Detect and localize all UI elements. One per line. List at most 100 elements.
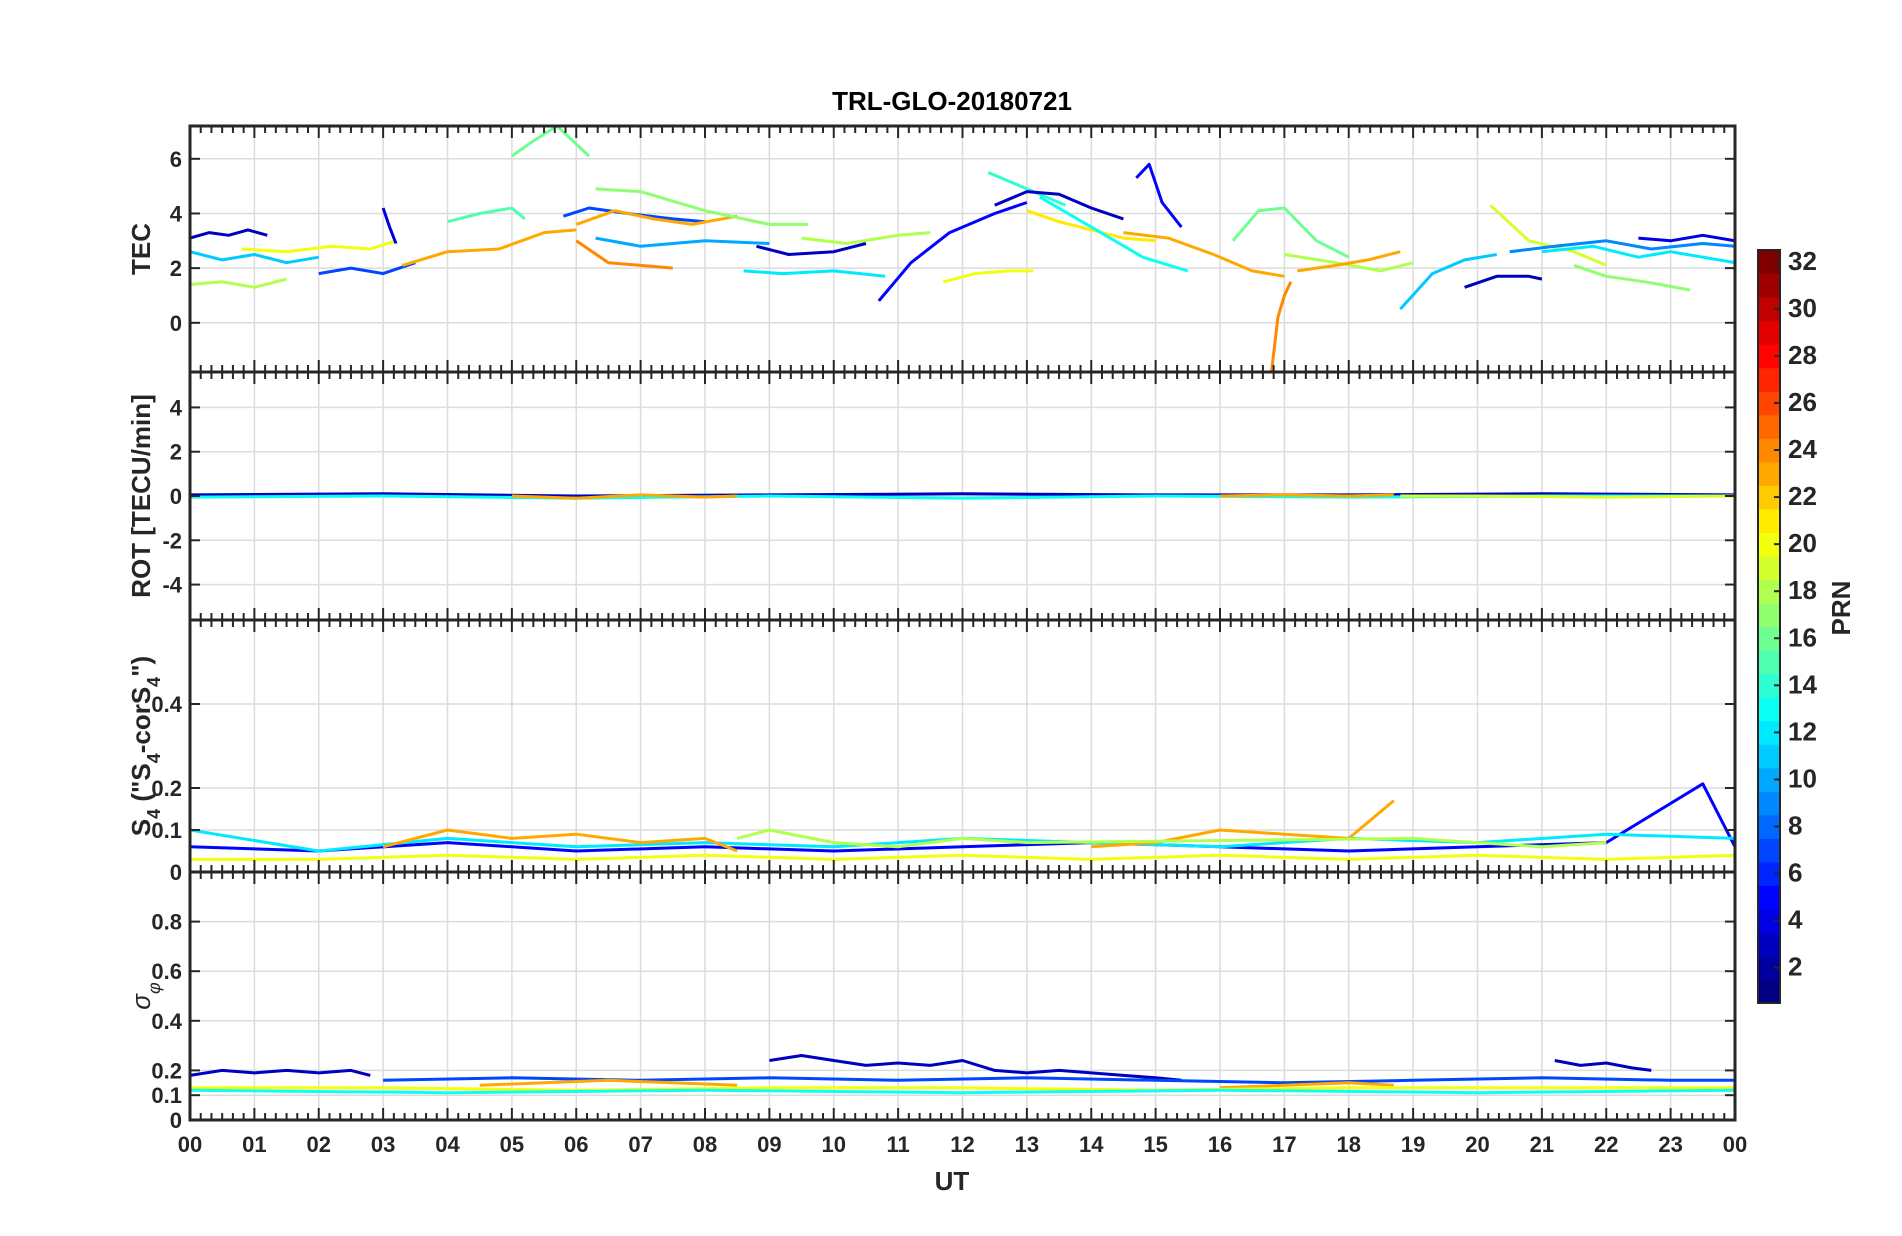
colorbar-tick-label: 2 — [1788, 952, 1802, 982]
x-axis-label: UT — [935, 1166, 970, 1196]
x-tick-label: 09 — [757, 1132, 781, 1157]
y-tick-label: -4 — [162, 573, 182, 598]
x-tick-label: 14 — [1079, 1132, 1104, 1157]
colorbar-tick-label: 6 — [1788, 858, 1802, 888]
colorbar-segment — [1758, 414, 1780, 439]
x-tick-label: 05 — [500, 1132, 524, 1157]
panel-2: -4 -2 0 2 4 ROT [TECU/min] — [126, 370, 1737, 622]
colorbar-tick-label: 8 — [1788, 811, 1802, 841]
colorbar-tick-label: 12 — [1788, 716, 1817, 746]
x-tick-label: 04 — [435, 1132, 460, 1157]
series-line-prn-23 — [575, 209, 738, 226]
colorbar-segment — [1758, 744, 1780, 769]
series-line-prn-10 — [595, 236, 770, 248]
y-axis-label-part: 4 — [144, 677, 164, 687]
colorbar-segment — [1758, 720, 1780, 745]
series-group — [190, 1054, 1735, 1095]
tick-marks — [189, 126, 1736, 372]
series-line-prn-13 — [190, 1088, 1735, 1095]
series-line-prn-12 — [743, 269, 886, 278]
x-tick-label: 10 — [822, 1132, 846, 1157]
y-tick-label: 0.4 — [151, 1009, 182, 1034]
y-tick-label: 0.2 — [151, 776, 182, 801]
series-line-prn-5 — [1135, 162, 1183, 229]
series-line-prn-17 — [1573, 263, 1691, 292]
colorbar-tick-label: 18 — [1788, 575, 1817, 605]
y-tick-label: 4 — [170, 201, 183, 226]
x-tick-label: 17 — [1272, 1132, 1296, 1157]
series-line-prn-12 — [1541, 244, 1735, 265]
grid — [190, 620, 1735, 873]
x-tick-label: 18 — [1337, 1132, 1361, 1157]
x-tick-label: 15 — [1143, 1132, 1167, 1157]
series-line-prn-24 — [575, 239, 673, 270]
colorbar-segment — [1758, 555, 1780, 581]
x-tick-label: 12 — [950, 1132, 974, 1157]
series-line-prn-3 — [1464, 274, 1543, 289]
colorbar-tick-label: 30 — [1788, 293, 1817, 323]
colorbar-segment — [1758, 697, 1780, 722]
series-line-prn-3 — [190, 228, 268, 240]
colorbar-tick-label: 24 — [1788, 434, 1817, 464]
y-axis-label-part: S — [126, 819, 156, 836]
series-line-prn-23 — [479, 1078, 738, 1087]
y-axis-label: S4 ("S4-corS4") — [126, 656, 164, 836]
y-tick-label: 0.4 — [151, 692, 182, 717]
y-tick-label: 0 — [170, 1108, 182, 1133]
series-line-prn-9 — [1509, 239, 1735, 254]
y-axis-label-part: ("S — [126, 763, 156, 809]
colorbar-segment — [1758, 885, 1780, 910]
colorbar-segment — [1758, 391, 1780, 416]
grid — [190, 872, 1735, 1121]
x-tick-label: 13 — [1015, 1132, 1039, 1157]
series-line-prn-24 — [1270, 281, 1293, 372]
colorbar-segment — [1758, 767, 1780, 792]
y-tick-label: 6 — [170, 147, 182, 172]
series-line-prn-23 — [511, 493, 738, 500]
colorbar-segment — [1758, 461, 1780, 486]
x-tick-label: 00 — [1723, 1132, 1747, 1157]
series-line-prn-20 — [190, 853, 1735, 861]
colorbar-segment — [1758, 250, 1780, 275]
colorbar-segment — [1758, 932, 1780, 957]
colorbar-segment — [1758, 532, 1780, 557]
series-line-prn-21 — [1026, 209, 1156, 243]
panel-4: 00.10.2 0.4 0.6 0.8 σφ — [126, 870, 1737, 1133]
y-axis-label: TEC — [126, 223, 156, 275]
y-axis-label: σφ — [126, 982, 164, 1010]
y-axis-label-part: 4 — [144, 753, 164, 763]
y-tick-label: 2 — [170, 440, 182, 465]
y-tick-label: 0 — [170, 484, 182, 509]
series-line-prn-23 — [1219, 493, 1394, 498]
series-line-prn-3 — [190, 492, 1735, 498]
series-line-prn-23 — [1297, 250, 1401, 273]
colorbar-tick-label: 4 — [1788, 905, 1803, 935]
colorbar-segment — [1758, 673, 1780, 698]
x-tick-label: 21 — [1530, 1132, 1554, 1157]
series-line-prn-20 — [190, 1086, 1735, 1092]
y-axis-label-part: σ — [126, 993, 156, 1010]
colorbar-segment — [1758, 508, 1780, 533]
x-tick-label: 22 — [1594, 1132, 1618, 1157]
x-tick-label: 02 — [307, 1132, 331, 1157]
y-axis-label-part: ") — [126, 656, 156, 677]
y-axis-label-part: 4 — [144, 809, 164, 819]
x-tick-label: 07 — [628, 1132, 652, 1157]
y-axis-label: ROT [TECU/min] — [126, 394, 156, 598]
series-line-prn-18 — [801, 231, 931, 245]
grid — [190, 126, 1735, 372]
series-line-prn-20 — [241, 239, 397, 254]
x-tick-label: 06 — [564, 1132, 588, 1157]
y-tick-label: 4 — [170, 395, 183, 420]
y-tick-label: 0 — [170, 860, 182, 885]
series-line-prn-18 — [190, 277, 287, 289]
colorbar-segment — [1758, 602, 1780, 628]
series-line-prn-13 — [1039, 195, 1189, 273]
x-tick-label: 23 — [1658, 1132, 1682, 1157]
series-line-prn-5 — [877, 201, 1028, 302]
x-tick-label: 00 — [178, 1132, 202, 1157]
colorbar-segment — [1758, 320, 1780, 345]
series-line-prn-18 — [736, 828, 1607, 849]
